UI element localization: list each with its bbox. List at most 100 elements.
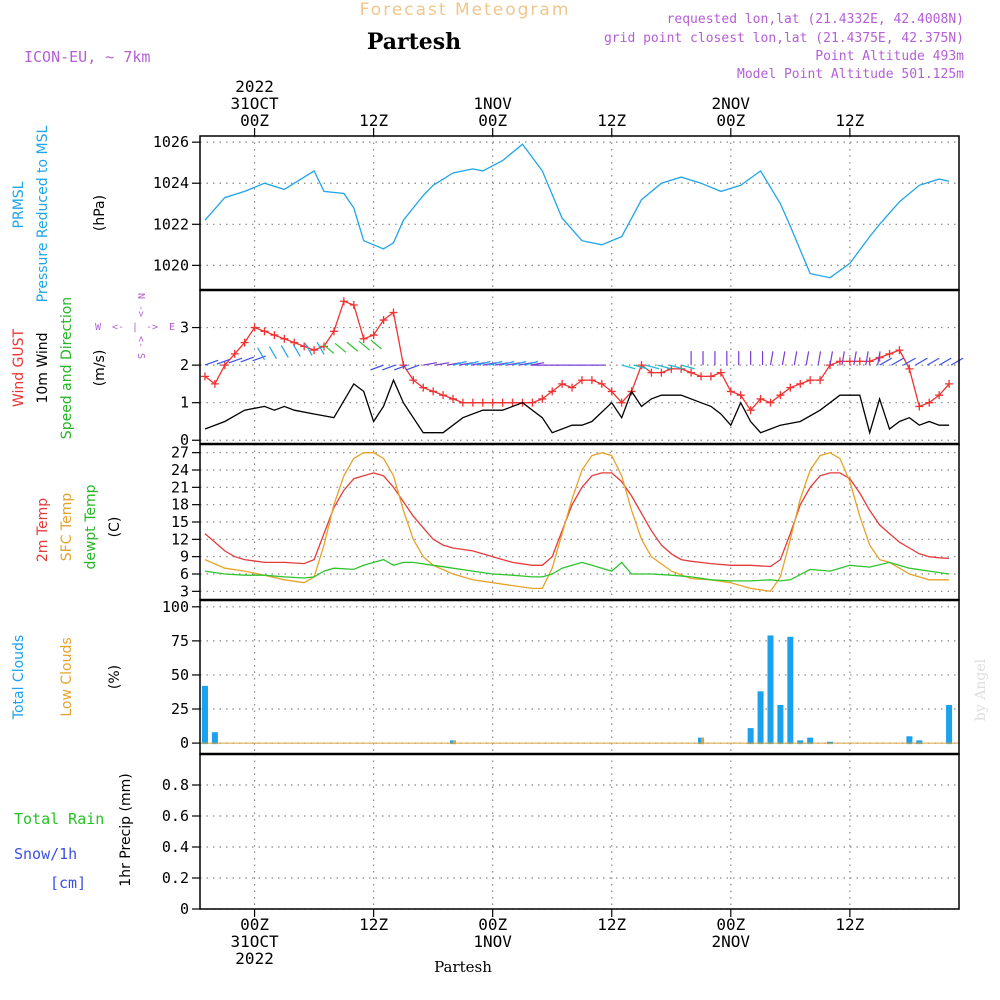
time-label-bottom: 2NOV [712,932,751,951]
speed-dir-label: Speed and Direction [59,297,75,439]
total-cloud-bar [777,704,784,745]
pressure-label: Pressure Reduced to MSL [35,125,51,302]
time-label-top: 2NOV [712,94,751,113]
compass-arrow-left: <- [112,322,124,333]
gust-marker [389,308,398,317]
time-label-top: 12Z [597,111,626,130]
y-tick-label: 24 [171,461,189,479]
time-label-bottom: 31OCT [230,932,279,951]
gust-marker [220,361,229,370]
wind-direction-arrow [633,364,648,370]
y-tick-label: 50 [171,666,189,684]
gust-marker [508,398,517,407]
gust-marker [359,334,368,343]
gust-marker [369,331,378,340]
wind-direction-arrow [256,347,266,361]
wind-direction-arrow [393,364,408,371]
gust-marker [935,391,944,400]
gust-label: Wind GUST [11,328,27,407]
wind-direction-arrow [346,341,359,352]
wind-panel-labels: Wind GUST 10m Wind Speed and Direction (… [11,297,108,439]
y-tick-label: 21 [171,478,189,496]
precip-panel-labels: Total Rain Snow/1h [cm] 1hr Precip (mm) [14,773,134,892]
time-label-top: 12Z [835,111,864,130]
time-label-bottom: 00Z [240,915,269,934]
y-tick-label: 6 [180,565,189,583]
total-cloud-bar [201,685,208,745]
temp-unit: (C) [107,517,123,538]
gust-marker [706,372,715,381]
wind-direction-arrow [423,362,438,366]
gust-marker [320,342,329,351]
wind-direction-arrow [316,341,325,355]
gust-marker [558,379,567,388]
y-tick-label: 9 [180,548,189,566]
gust-marker [885,349,894,358]
gust-marker [538,394,547,403]
wind-direction-arrow [382,364,396,371]
total-cloud-bar [906,736,913,745]
wind-direction-arrow [793,351,798,366]
gust-marker [329,327,338,336]
wind-direction-arrow [512,360,527,366]
y-tick-label: 0.6 [162,807,189,825]
gust-marker [419,383,428,392]
gust-marker [855,357,864,366]
snow-label: Snow/1h [14,845,77,863]
wind-direction-arrow [841,351,845,366]
wind-direction-arrow [879,357,893,366]
wind-direction-arrow [464,360,479,366]
wind-direction-arrow [370,339,382,350]
gust-marker [905,364,914,373]
wind-unit: (m/s) [92,350,108,387]
gust-marker [716,368,725,377]
wind-direction-arrow [853,351,857,366]
gust-marker [439,391,448,400]
wind-direction-arrow [280,345,289,358]
gust-line [204,300,950,412]
gust-marker [766,398,775,407]
gust-marker [339,297,348,306]
wind-direction-arrow [435,362,450,366]
time-label-top: 2022 [235,77,274,96]
gust-marker [597,379,606,388]
total-cloud-bar [787,636,794,745]
wind-direction-arrow [645,364,660,370]
y-tick-label: 100 [162,598,189,616]
panel-frame [199,753,960,910]
gust-marker [657,368,666,377]
pressure-panel-labels: PRMSL Pressure Reduced to MSL (hPa) [11,125,108,302]
low-cloud-bar [453,740,456,745]
total-cloud-bar [807,737,814,745]
gust-marker [945,379,954,388]
time-label-top: 00Z [478,111,507,130]
total-cloud-bar [797,740,804,745]
gust-marker [468,398,477,407]
gust-marker [607,387,616,396]
gust-marker [617,398,626,407]
gust-marker [349,301,358,310]
gust-marker [726,387,735,396]
y-tick-label: 0.2 [162,869,189,887]
temp-sfc-line [204,451,950,593]
gust-marker [697,372,706,381]
time-label-bottom: 12Z [835,915,864,934]
forecast-title: Forecast Meteogram [360,0,571,20]
gust-marker [776,391,785,400]
wind-compass: W <- | -> E N -> <- S [95,293,175,359]
gust-marker [548,387,557,396]
point-altitude: Point Altitude 493m [815,49,964,64]
gust-marker [915,402,924,411]
time-label-top: 00Z [240,111,269,130]
gust-marker [429,387,438,396]
wind-direction-arrow [938,357,952,366]
time-label-bottom: 2022 [235,949,274,968]
time-label-top: 1NOV [473,94,512,113]
y-tick-label: 0 [180,431,189,449]
wind-direction-arrow [292,344,301,357]
wind-direction-arrow [524,360,539,366]
wind-direction-arrow [358,340,371,351]
gust-marker [687,368,696,377]
panel-frame [199,289,960,445]
